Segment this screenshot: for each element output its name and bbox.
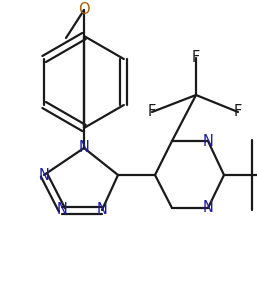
Text: N: N	[97, 202, 107, 217]
Text: N: N	[203, 134, 213, 149]
Text: F: F	[148, 105, 156, 120]
Text: N: N	[79, 141, 89, 156]
Text: O: O	[78, 3, 90, 18]
Text: N: N	[39, 168, 49, 183]
Text: N: N	[57, 202, 67, 217]
Text: F: F	[192, 50, 200, 66]
Text: N: N	[203, 200, 213, 215]
Text: F: F	[234, 105, 242, 120]
